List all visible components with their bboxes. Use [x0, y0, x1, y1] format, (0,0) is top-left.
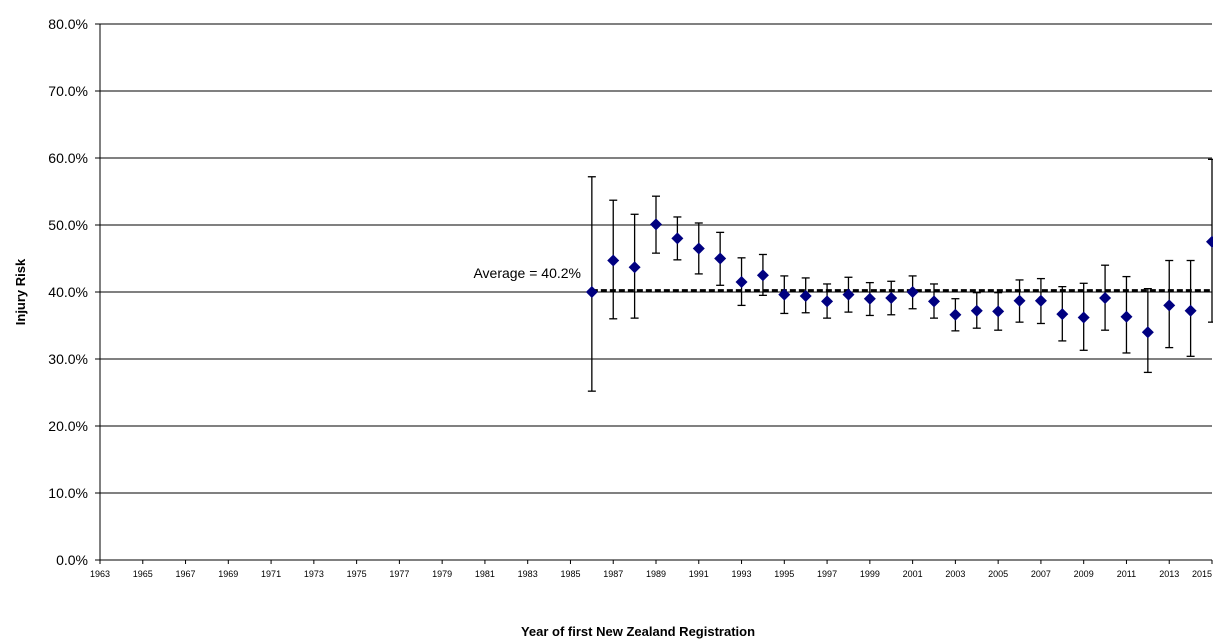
x-tick-label: 1985 [560, 569, 580, 579]
data-point-marker [778, 288, 791, 301]
x-tick-label: 1979 [432, 569, 452, 579]
error-bars [587, 158, 1213, 392]
x-tick-label: 2007 [1031, 569, 1051, 579]
data-point-marker [1013, 294, 1026, 307]
data-point-marker [799, 290, 812, 303]
x-tick-label: 1991 [689, 569, 709, 579]
data-point-marker [949, 308, 962, 321]
x-tick-label: 1977 [389, 569, 409, 579]
y-tick-label: 10.0% [48, 485, 88, 501]
data-markers [585, 218, 1213, 339]
data-point-marker [1034, 294, 1047, 307]
x-tick-label: 2003 [945, 569, 965, 579]
y-tick-label: 0.0% [56, 552, 88, 568]
x-tick-label: 1963 [90, 569, 110, 579]
data-point-marker [1056, 308, 1069, 321]
y-tick-label: 60.0% [48, 150, 88, 166]
x-tick-label: 1969 [218, 569, 238, 579]
axes [95, 23, 1213, 564]
x-tick-label: 2011 [1117, 569, 1136, 579]
data-point-marker [1120, 310, 1133, 323]
x-tick-label: 1975 [347, 569, 367, 579]
x-tick-label: 1993 [732, 569, 752, 579]
y-tick-label: 80.0% [48, 16, 88, 32]
x-tick-label: 1989 [646, 569, 666, 579]
x-tick-label: 1999 [860, 569, 880, 579]
data-point-marker [585, 286, 598, 298]
x-tick-label: 1987 [603, 569, 623, 579]
data-point-marker [1163, 299, 1176, 312]
data-point-marker [1206, 235, 1213, 248]
data-point-marker [842, 288, 855, 301]
data-point-marker [607, 254, 620, 267]
data-point-marker [1099, 292, 1112, 305]
data-point-marker [863, 292, 876, 305]
data-point-marker [756, 269, 769, 282]
y-tick-label: 70.0% [48, 83, 88, 99]
x-tick-label: 2005 [988, 569, 1008, 579]
x-axis-title: Year of first New Zealand Registration [521, 624, 755, 639]
data-point-marker [628, 261, 641, 274]
y-tick-label: 30.0% [48, 351, 88, 367]
x-tick-label: 2015 [1192, 569, 1212, 579]
x-tick-label: 1971 [261, 569, 281, 579]
data-point-marker [671, 232, 684, 245]
data-point-marker [1184, 304, 1197, 317]
x-tick-label: 1965 [133, 569, 153, 579]
x-tick-label: 2013 [1159, 569, 1179, 579]
x-tick-label: 1997 [817, 569, 837, 579]
x-tick-label: 1973 [304, 569, 324, 579]
data-point-marker [735, 275, 748, 288]
x-tick-label: 2001 [903, 569, 923, 579]
data-point-marker [885, 292, 898, 305]
y-tick-label: 40.0% [48, 284, 88, 300]
x-tick-label: 1981 [475, 569, 495, 579]
data-point-marker [992, 305, 1005, 318]
y-axis-title: Injury Risk [13, 258, 28, 325]
data-point-marker [714, 252, 727, 265]
data-point-marker [821, 295, 834, 308]
x-tick-label: 1983 [518, 569, 538, 579]
data-point-marker [928, 295, 940, 308]
x-tick-label: 2009 [1074, 569, 1094, 579]
x-tick-labels: 1963 1965 1967 1969 1971 1973 1975 1977 1979 1981… [90, 569, 1212, 579]
data-point-marker [1141, 326, 1154, 339]
average-label: Average = 40.2% [473, 265, 581, 281]
data-point-marker [650, 218, 662, 231]
gridlines [100, 23, 1212, 494]
x-tick-label: 1995 [774, 569, 794, 579]
data-point-marker [906, 286, 919, 298]
y-tick-label: 20.0% [48, 418, 88, 434]
y-tick-labels: 0.0% 10.0% 20.0% 30.0% 40.0% 50.0% 60.0% 70.0% 8… [48, 16, 88, 568]
data-point-marker [692, 242, 705, 255]
x-tick-label: 1967 [176, 569, 196, 579]
data-point-marker [970, 304, 983, 317]
y-tick-label: 50.0% [48, 217, 88, 233]
data-point-marker [1077, 311, 1090, 324]
